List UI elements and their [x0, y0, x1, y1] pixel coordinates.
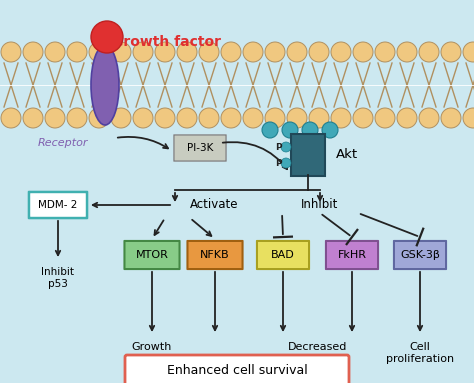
FancyBboxPatch shape [125, 241, 180, 269]
Circle shape [45, 42, 65, 62]
Circle shape [243, 42, 263, 62]
Text: BAD: BAD [271, 250, 295, 260]
FancyBboxPatch shape [291, 134, 325, 176]
Circle shape [221, 42, 241, 62]
Text: NFKB: NFKB [200, 250, 230, 260]
Circle shape [1, 42, 21, 62]
Circle shape [23, 108, 43, 128]
FancyBboxPatch shape [174, 135, 226, 161]
Circle shape [133, 108, 153, 128]
Circle shape [397, 108, 417, 128]
Circle shape [262, 122, 278, 138]
Circle shape [353, 108, 373, 128]
Circle shape [243, 108, 263, 128]
Circle shape [302, 122, 318, 138]
Circle shape [23, 42, 43, 62]
Circle shape [441, 42, 461, 62]
Text: PI-3K: PI-3K [187, 143, 213, 153]
FancyBboxPatch shape [29, 192, 87, 218]
Circle shape [265, 108, 285, 128]
Circle shape [287, 42, 307, 62]
Text: GSK-3β: GSK-3β [400, 250, 440, 260]
Text: Growth: Growth [132, 342, 172, 352]
Text: Akt: Akt [336, 149, 358, 162]
Circle shape [331, 108, 351, 128]
Circle shape [281, 158, 291, 168]
FancyBboxPatch shape [125, 355, 349, 383]
Circle shape [89, 108, 109, 128]
Circle shape [89, 42, 109, 62]
Text: MTOR: MTOR [136, 250, 168, 260]
Circle shape [322, 122, 338, 138]
Text: Receptor: Receptor [38, 138, 88, 148]
Circle shape [375, 108, 395, 128]
Ellipse shape [91, 45, 119, 125]
Text: Cell
proliferation: Cell proliferation [386, 342, 454, 363]
Circle shape [281, 142, 291, 152]
Circle shape [133, 42, 153, 62]
Circle shape [397, 42, 417, 62]
FancyBboxPatch shape [394, 241, 446, 269]
Circle shape [463, 108, 474, 128]
Text: Inhibit: Inhibit [301, 198, 339, 211]
Circle shape [1, 108, 21, 128]
Circle shape [91, 21, 123, 53]
Circle shape [111, 108, 131, 128]
Circle shape [282, 122, 298, 138]
Circle shape [309, 108, 329, 128]
Circle shape [353, 42, 373, 62]
Circle shape [287, 108, 307, 128]
Text: MDM- 2: MDM- 2 [38, 200, 78, 210]
Circle shape [221, 108, 241, 128]
Circle shape [375, 42, 395, 62]
Circle shape [309, 42, 329, 62]
Circle shape [155, 108, 175, 128]
Circle shape [265, 42, 285, 62]
Circle shape [419, 108, 439, 128]
Text: Enhanced cell survival: Enhanced cell survival [167, 363, 307, 376]
Circle shape [111, 42, 131, 62]
Circle shape [441, 108, 461, 128]
Circle shape [419, 42, 439, 62]
Circle shape [155, 42, 175, 62]
Circle shape [67, 42, 87, 62]
Circle shape [177, 42, 197, 62]
Text: FkHR: FkHR [337, 250, 366, 260]
FancyBboxPatch shape [257, 241, 309, 269]
Text: P: P [275, 159, 281, 167]
Text: Inhibit
p53: Inhibit p53 [42, 267, 74, 289]
Circle shape [199, 42, 219, 62]
Circle shape [199, 108, 219, 128]
Circle shape [177, 108, 197, 128]
Text: Activate: Activate [190, 198, 238, 211]
Circle shape [67, 108, 87, 128]
Text: P: P [275, 142, 281, 152]
Circle shape [45, 108, 65, 128]
FancyBboxPatch shape [187, 241, 243, 269]
Circle shape [463, 42, 474, 62]
Text: Growth factor: Growth factor [112, 35, 221, 49]
Text: Decreased
apoptosis: Decreased apoptosis [288, 342, 347, 363]
Circle shape [331, 42, 351, 62]
FancyBboxPatch shape [326, 241, 378, 269]
